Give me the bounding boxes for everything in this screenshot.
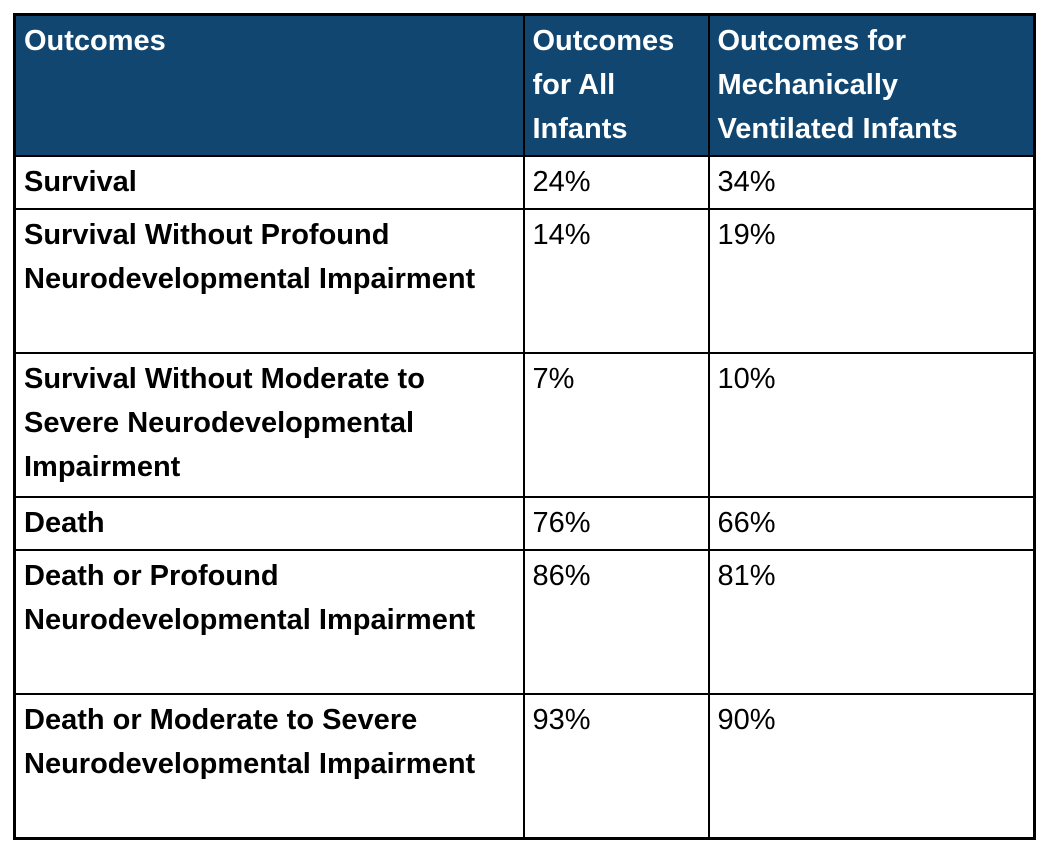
table-row: Survival 24% 34%: [13, 155, 1036, 210]
value-all-infants: 76%: [522, 496, 710, 551]
outcomes-table-container: Outcomes Outcomes for All Infants Outcom…: [13, 13, 1036, 840]
row-label-survival: Survival: [13, 155, 525, 210]
value-ventilated: 81%: [707, 549, 1036, 695]
table-row: Death 76% 66%: [13, 496, 1036, 551]
row-label-death-or-moderate-severe-ndi: Death or Moderate to Severe Neurodevelop…: [13, 693, 525, 839]
value-ventilated: 19%: [707, 208, 1036, 354]
value-ventilated: 34%: [707, 155, 1036, 210]
value-ventilated: 90%: [707, 693, 1036, 839]
row-label-survival-without-profound-ndi: Survival Without Profound Neurodevelopme…: [13, 208, 525, 354]
value-all-infants: 14%: [522, 208, 710, 354]
header-cell-ventilated-infants: Outcomes for Mechanically Ventilated Inf…: [707, 13, 1036, 157]
value-all-infants: 93%: [522, 693, 710, 839]
value-all-infants: 86%: [522, 549, 710, 695]
row-label-death: Death: [13, 496, 525, 551]
table-row: Death or Profound Neurodevelopmental Imp…: [13, 549, 1036, 695]
value-ventilated: 66%: [707, 496, 1036, 551]
row-label-death-or-profound-ndi: Death or Profound Neurodevelopmental Imp…: [13, 549, 525, 695]
header-row: Outcomes Outcomes for All Infants Outcom…: [13, 13, 1036, 157]
value-all-infants: 7%: [522, 352, 710, 498]
table-row: Survival Without Moderate to Severe Neur…: [13, 352, 1036, 498]
table-row: Death or Moderate to Severe Neurodevelop…: [13, 693, 1036, 839]
row-label-survival-without-moderate-severe-ndi: Survival Without Moderate to Severe Neur…: [13, 352, 525, 498]
header-cell-outcomes: Outcomes: [13, 13, 525, 157]
outcomes-table: Outcomes Outcomes for All Infants Outcom…: [13, 13, 1036, 840]
value-ventilated: 10%: [707, 352, 1036, 498]
table-row: Survival Without Profound Neurodevelopme…: [13, 208, 1036, 354]
value-all-infants: 24%: [522, 155, 710, 210]
header-cell-all-infants: Outcomes for All Infants: [522, 13, 710, 157]
